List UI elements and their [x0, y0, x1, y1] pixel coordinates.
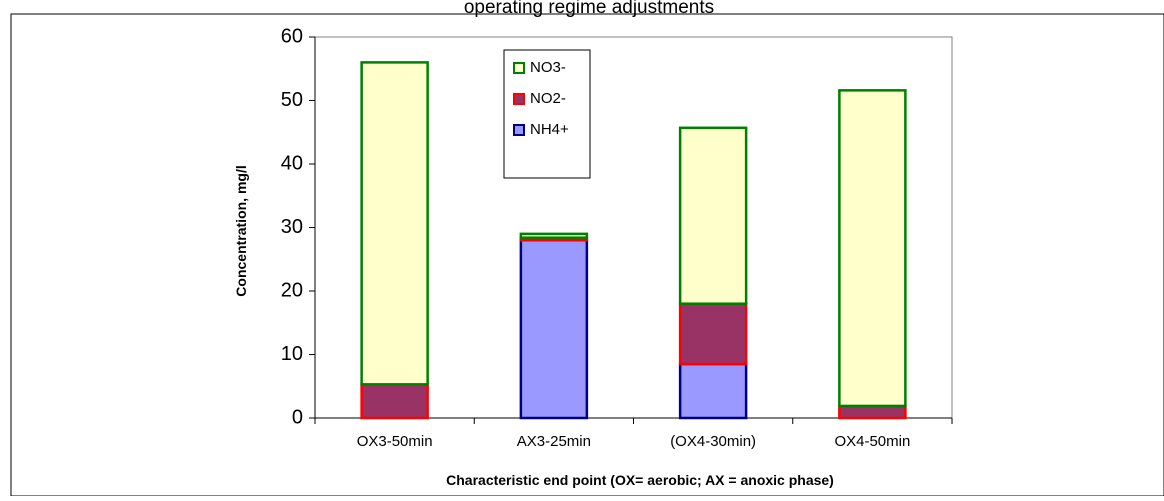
legend-label: NO3- — [530, 59, 566, 76]
y-tick-label: 40 — [281, 152, 303, 174]
x-axis-label: Characteristic end point (OX= aerobic; A… — [446, 472, 834, 488]
legend-swatch — [513, 124, 525, 136]
x-tick-label: (OX4-30min) — [670, 433, 756, 450]
legend-swatch — [513, 62, 525, 74]
bar-no2-ox350min — [360, 383, 429, 420]
y-tick-label: 10 — [281, 343, 303, 365]
bar-nh4-ox430min — [678, 362, 748, 420]
y-axis-label: Concentration, mg/l — [233, 165, 249, 296]
bar-nh4-ax325min — [519, 238, 589, 420]
y-tick-label: 60 — [281, 25, 303, 47]
bar-no3-ox350min — [360, 61, 429, 386]
plot-layer: 0 10 20 30 40 50 60 OX3-50min AX3-25min (OX4-30mi… — [281, 25, 953, 450]
x-tick-label: OX3-50min — [357, 433, 433, 450]
y-tick-label: 30 — [281, 216, 303, 238]
x-tick-label: OX4-50min — [834, 433, 910, 450]
y-tick-label: 50 — [281, 89, 303, 111]
bar-no3-ax325min — [519, 232, 589, 239]
legend-label: NH4+ — [530, 121, 569, 138]
bar-no3-ox430min — [678, 126, 748, 305]
chart-title: operating regime adjustments — [464, 0, 714, 18]
bar-no2-ox450min — [838, 404, 907, 420]
legend-swatch — [513, 93, 525, 105]
x-tick-label: AX3-25min — [517, 433, 591, 450]
legend: NO3- NO2- NH4+ — [503, 49, 591, 179]
bar-no3-ox450min — [838, 89, 907, 408]
y-tick-label: 20 — [281, 279, 303, 301]
bar-no2-ox430min — [678, 302, 748, 366]
legend-label: NO2- — [530, 90, 566, 107]
y-tick-label: 0 — [292, 406, 303, 428]
